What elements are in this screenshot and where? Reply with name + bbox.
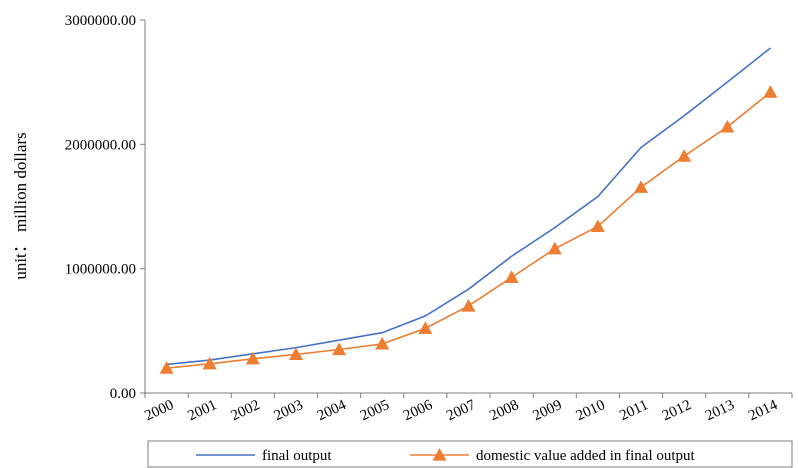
x-tick-label: 2011 (617, 397, 650, 424)
x-tick-label: 2010 (574, 397, 608, 424)
y-tick-label: 0.00 (110, 386, 136, 402)
legend-label-2: domestic value added in final output (476, 448, 696, 464)
data-point-marker (288, 347, 303, 361)
legend-marker (432, 448, 447, 461)
data-point-marker (634, 180, 649, 193)
legend-items: final output domestic value added in fina… (196, 448, 696, 464)
data-point-marker (504, 270, 519, 283)
x-tick-label: 2003 (272, 397, 306, 424)
y-tick-label: 1000000.00 (65, 262, 136, 278)
x-axis-ticks: 2000 2001 2002 2003 2004 2005 2006 2007 2008 2009… (142, 393, 793, 424)
data-point-marker (763, 85, 778, 98)
data-point-marker (245, 351, 260, 365)
y-axis-ticks: 0.00 1000000.00 2000000.00 3000000.00 (65, 13, 145, 402)
x-tick-label: 2005 (358, 397, 392, 424)
x-tick-label: 2012 (660, 397, 694, 424)
x-tick-label: 2014 (746, 397, 780, 424)
y-axis-title: unit： million dollars (11, 132, 30, 279)
data-point-marker (461, 298, 476, 312)
data-point-marker (332, 342, 347, 356)
x-tick-label: 2000 (142, 397, 176, 424)
series-line-2 (166, 91, 771, 369)
x-tick-label: 2013 (703, 397, 737, 424)
x-tick-label: 2002 (229, 397, 263, 424)
x-tick-label: 2001 (185, 397, 219, 424)
data-point-marker (677, 149, 692, 162)
y-tick-label: 3000000.00 (65, 13, 136, 29)
x-tick-label: 2009 (531, 397, 565, 424)
data-point-marker (202, 356, 217, 370)
x-tick-label: 2007 (444, 397, 478, 424)
x-tick-label: 2006 (401, 397, 435, 424)
x-tick-label: 2008 (487, 397, 521, 424)
data-point-marker (375, 336, 390, 350)
data-point-marker (418, 321, 433, 334)
legend-box (147, 440, 793, 468)
y-tick-label: 2000000.00 (65, 137, 136, 153)
legend-label-1: final output (262, 448, 332, 464)
x-tick-label: 2004 (315, 397, 349, 424)
series-layer (159, 47, 778, 374)
legend: final output domestic value added in fina… (147, 440, 793, 468)
data-point-marker (547, 241, 562, 255)
data-point-marker (720, 119, 735, 133)
data-point-marker (159, 361, 174, 374)
series-line-1 (166, 47, 771, 366)
data-point-marker (590, 219, 605, 232)
